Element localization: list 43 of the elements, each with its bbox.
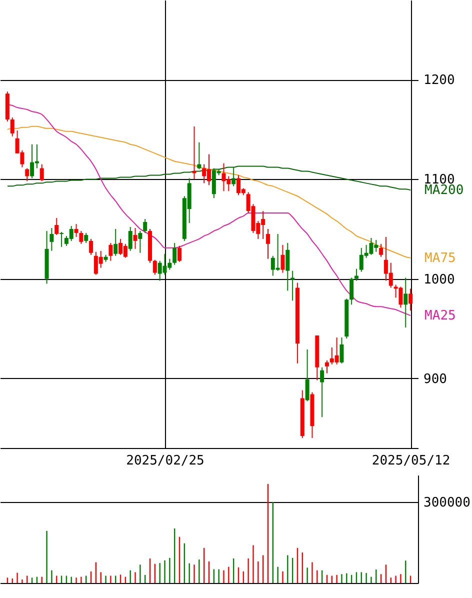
candlestick [320,366,324,418]
candlestick [340,336,344,364]
candlestick [172,242,177,266]
candlestick [350,277,354,306]
candlestick [266,228,270,260]
candlestick [138,230,142,254]
x-tick-label: 2025/02/25 [126,454,204,468]
candlestick [114,228,118,256]
candlestick [89,238,94,256]
y-tick-label: 1200 [424,73,455,88]
candlestick [143,218,148,234]
candlestick [354,268,358,282]
candlestick [290,270,295,302]
candlestick [324,360,329,374]
y-tick-label: 1000 [424,272,455,288]
candlestick [280,244,285,274]
candlestick [305,348,310,402]
candlestick [84,232,88,244]
candlestick [40,164,44,182]
candlestick [178,245,182,262]
candlestick [192,126,196,180]
candlestick [60,231,64,248]
candlestick [54,218,59,236]
candlestick [133,227,138,250]
series-label: MA25 [424,308,456,324]
line-series [6,166,412,191]
candlestick [152,259,157,276]
y-tick-label: 900 [424,372,447,387]
candlestick [74,224,78,238]
candlestick [79,230,84,244]
y-tick-label: 300000 [424,496,470,510]
candlestick [50,227,54,252]
series-label: MA75 [424,250,456,266]
candlestick [10,116,14,137]
candlestick [408,288,413,312]
x-tick-label: 2025/05/12 [372,454,450,468]
candlestick [25,168,30,182]
candlestick [286,242,290,292]
candlestick [128,226,132,252]
candlestick [232,166,236,187]
candlestick [404,277,408,328]
candlestick [379,243,384,258]
candlestick [108,242,113,262]
